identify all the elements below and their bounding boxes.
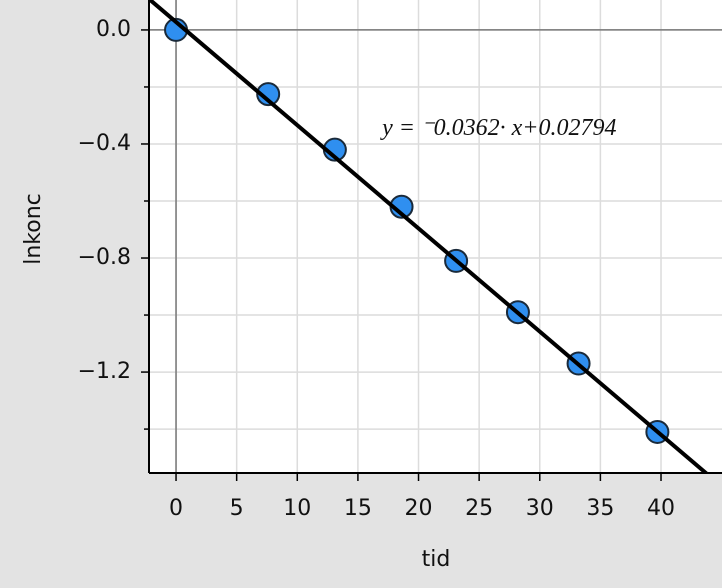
- x-tick-label: 35: [586, 496, 614, 521]
- y-tick-label: 0.0: [96, 17, 131, 42]
- y-tick-label: −0.8: [78, 245, 131, 270]
- y-tick-label: −0.4: [78, 131, 131, 156]
- y-tick-label: −1.2: [78, 359, 131, 384]
- x-tick-label: 30: [526, 496, 554, 521]
- regression-equation: y = ⁻0.0362· x+0.02794: [380, 115, 616, 141]
- x-tick-label: 40: [647, 496, 675, 521]
- fit-group: [149, 0, 709, 473]
- x-tick-label: 20: [405, 496, 433, 521]
- regression-line: [149, 0, 709, 473]
- x-tick-label: 15: [344, 496, 372, 521]
- x-tick-label: 0: [169, 496, 183, 521]
- x-tick-label: 25: [465, 496, 493, 521]
- data-point: [256, 82, 281, 107]
- x-tick-label: 5: [230, 496, 244, 521]
- x-tick-label: 10: [283, 496, 311, 521]
- y-axis-label: lnkonc: [21, 193, 46, 265]
- x-axis-label: tid: [422, 547, 451, 572]
